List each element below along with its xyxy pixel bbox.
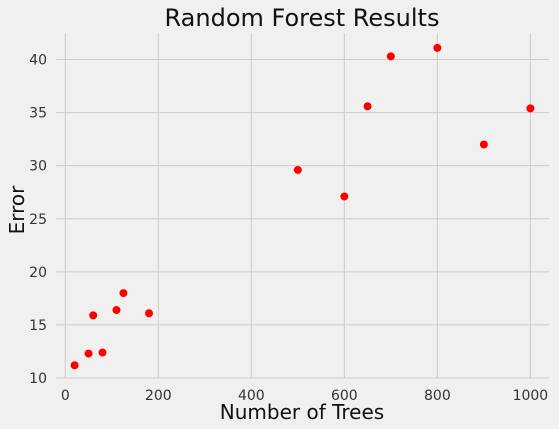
x-tick-label: 1000 xyxy=(513,388,549,404)
data-point xyxy=(526,104,535,113)
x-tick-label: 800 xyxy=(424,388,451,404)
y-axis-label: Error xyxy=(5,185,29,235)
y-tick-labels: 10 15 20 25 30 35 40 xyxy=(29,53,47,387)
data-point xyxy=(70,361,79,370)
x-tick-label: 600 xyxy=(331,388,358,404)
y-tick-label: 35 xyxy=(29,106,47,122)
chart-title: Random Forest Results xyxy=(165,4,440,32)
data-point xyxy=(84,349,93,358)
grid xyxy=(56,33,549,379)
data-points xyxy=(70,43,535,370)
y-tick-label: 30 xyxy=(29,159,47,175)
data-point xyxy=(363,102,372,111)
data-point xyxy=(386,52,395,61)
x-tick-label: 0 xyxy=(61,388,70,404)
y-tick-label: 25 xyxy=(29,212,47,228)
data-point xyxy=(433,43,442,52)
data-point xyxy=(293,165,302,174)
data-point xyxy=(119,289,128,298)
data-point xyxy=(89,311,98,320)
x-tick-label: 200 xyxy=(145,388,172,404)
data-point xyxy=(145,309,154,318)
data-point xyxy=(112,306,121,315)
y-tick-label: 10 xyxy=(29,371,47,387)
data-point xyxy=(98,348,107,357)
x-tick-label: 400 xyxy=(238,388,265,404)
y-tick-label: 20 xyxy=(29,265,47,281)
data-point xyxy=(340,192,349,201)
x-axis-label: Number of Trees xyxy=(220,400,384,424)
x-tick-labels: 0 200 400 600 800 1000 xyxy=(61,388,548,404)
y-tick-label: 15 xyxy=(29,318,47,334)
y-tick-label: 40 xyxy=(29,53,47,69)
data-point xyxy=(479,140,488,149)
